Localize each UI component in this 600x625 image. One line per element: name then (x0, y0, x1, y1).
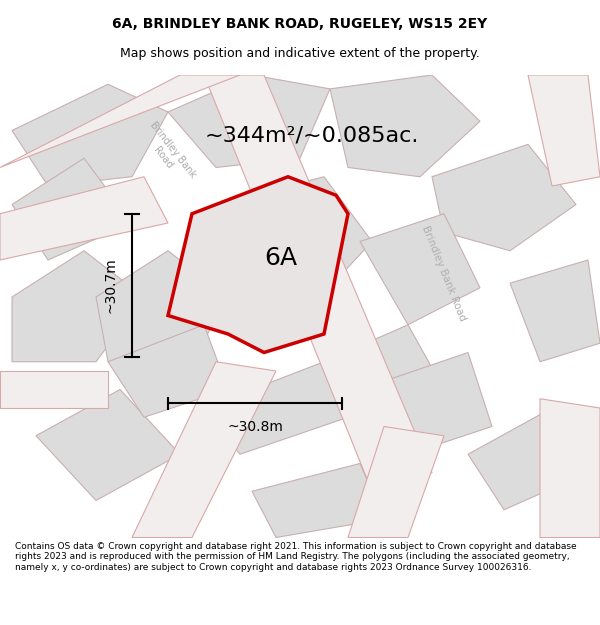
Polygon shape (132, 362, 276, 538)
Polygon shape (0, 75, 240, 168)
Polygon shape (324, 325, 444, 418)
Polygon shape (36, 389, 180, 501)
Polygon shape (360, 214, 480, 325)
Polygon shape (468, 408, 588, 510)
Polygon shape (510, 260, 600, 362)
Polygon shape (252, 464, 384, 538)
Text: ~344m²/~0.085ac.: ~344m²/~0.085ac. (205, 125, 419, 145)
Text: Brindley Bank
Road: Brindley Bank Road (138, 120, 198, 188)
Polygon shape (12, 158, 132, 260)
Polygon shape (360, 352, 492, 454)
Text: 6A, BRINDLEY BANK ROAD, RUGELEY, WS15 2EY: 6A, BRINDLEY BANK ROAD, RUGELEY, WS15 2E… (112, 16, 488, 31)
Text: Brindley Bank Road: Brindley Bank Road (420, 225, 468, 323)
Polygon shape (168, 75, 330, 168)
Polygon shape (168, 177, 348, 352)
Polygon shape (108, 325, 228, 418)
Text: Map shows position and indicative extent of the property.: Map shows position and indicative extent… (120, 46, 480, 59)
Polygon shape (12, 84, 168, 186)
Text: 6A: 6A (264, 246, 297, 270)
Polygon shape (540, 399, 600, 538)
Polygon shape (330, 75, 480, 177)
Text: Contains OS data © Crown copyright and database right 2021. This information is : Contains OS data © Crown copyright and d… (15, 542, 577, 572)
Polygon shape (0, 371, 108, 408)
Polygon shape (12, 251, 144, 362)
Polygon shape (432, 144, 576, 251)
Text: ~30.8m: ~30.8m (227, 419, 283, 434)
Text: ~30.7m: ~30.7m (103, 258, 117, 313)
Polygon shape (216, 177, 372, 306)
Polygon shape (204, 75, 432, 491)
Polygon shape (528, 75, 600, 186)
Polygon shape (204, 362, 348, 454)
Polygon shape (96, 251, 228, 362)
Polygon shape (0, 177, 168, 260)
Polygon shape (348, 426, 444, 538)
